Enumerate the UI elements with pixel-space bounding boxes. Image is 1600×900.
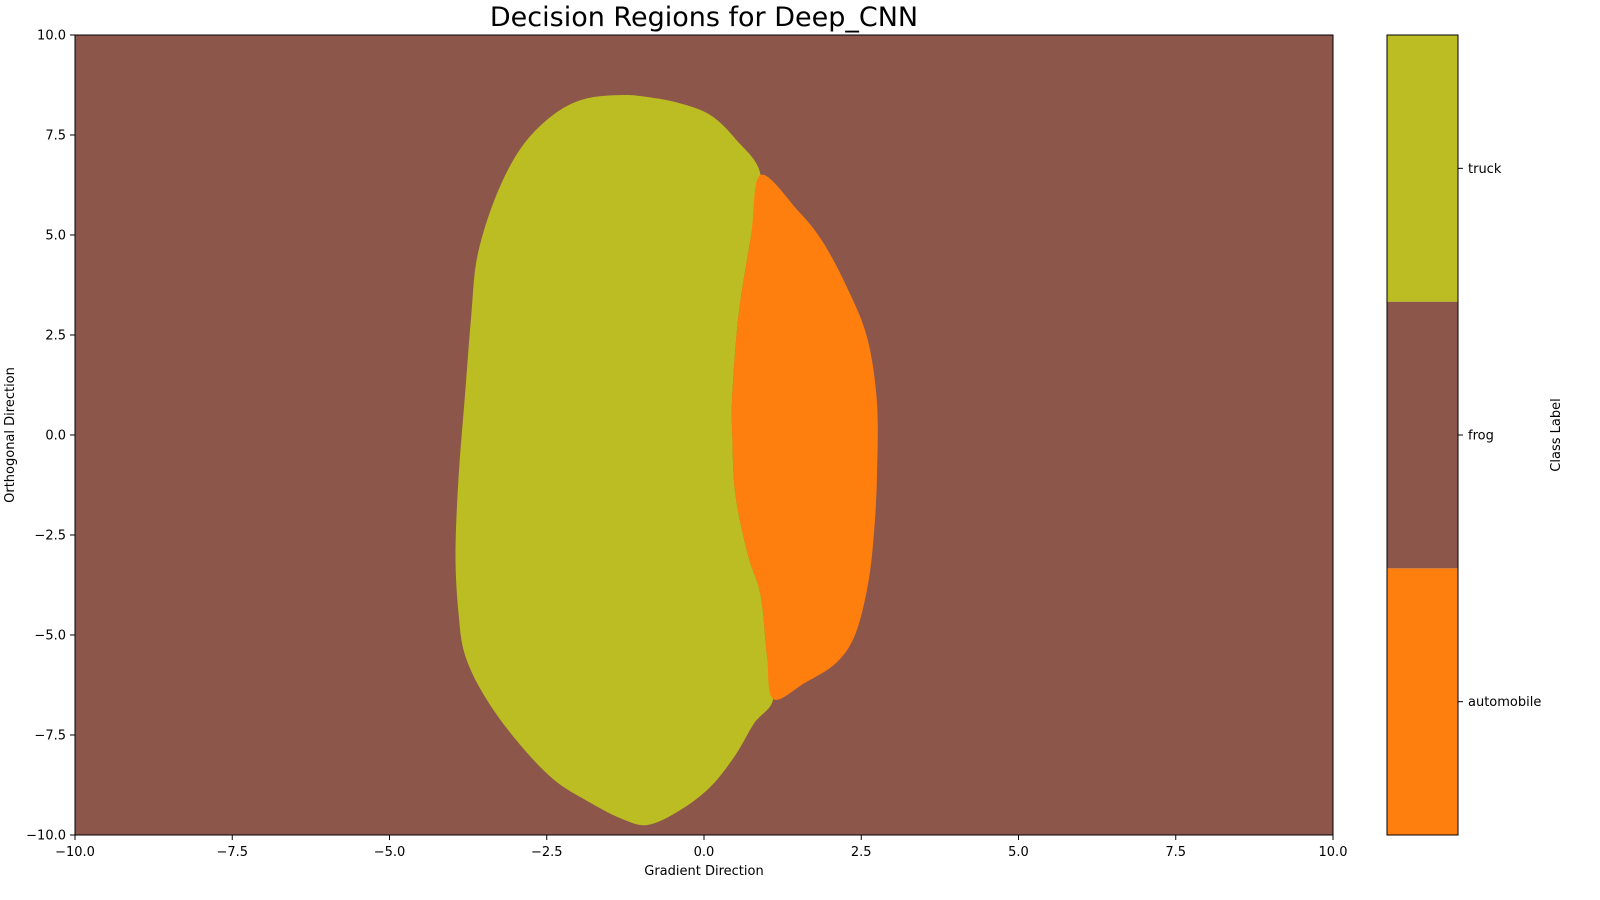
x-tick-label: −7.5 [216,845,248,860]
y-tick-label: −2.5 [34,529,66,544]
colorbar-label-automobile: automobile [1468,695,1541,710]
colorbar-label-truck: truck [1468,162,1502,177]
colorbar-swatch-truck [1387,35,1458,302]
x-tick-label: 5.0 [1008,845,1029,860]
colorbar-label-frog: frog [1468,429,1494,444]
y-tick-label: −7.5 [34,729,66,744]
x-tick-label: −10.0 [55,845,95,860]
x-tick-label: −5.0 [374,845,406,860]
region-truck [455,94,774,826]
colorbar: automobile frog truck [1386,34,1541,836]
y-tick-label: −10.0 [26,829,66,844]
colorbar-swatch-frog [1387,301,1458,569]
y-tick-label: 10.0 [37,29,66,44]
x-tick-label: 2.5 [851,845,872,860]
y-axis: 10.0 7.5 5.0 2.5 0.0 −2.5 −5.0 −7.5 −10.0 [26,29,75,844]
class-regions [455,94,878,826]
x-tick-label: 10.0 [1319,845,1348,860]
region-automobile [731,174,878,700]
x-axis-label: Gradient Direction [644,864,763,879]
chart-title: Decision Regions for Deep_CNN [490,2,918,33]
colorbar-swatch-automobile [1387,568,1458,835]
x-axis: −10.0 −7.5 −5.0 −2.5 0.0 2.5 5.0 7.5 10.0 [55,835,1347,860]
y-tick-label: 2.5 [45,329,66,344]
y-tick-label: 5.0 [45,229,66,244]
y-tick-label: 0.0 [45,429,66,444]
x-tick-label: 0.0 [694,845,715,860]
colorbar-label: Class Label [1549,398,1564,471]
x-tick-label: 7.5 [1165,845,1186,860]
y-tick-label: 7.5 [45,129,66,144]
colorbar-frame [1386,34,1459,836]
plot-area [74,34,1334,836]
x-tick-label: −2.5 [531,845,563,860]
y-tick-label: −5.0 [34,629,66,644]
y-axis-label: Orthogonal Direction [3,367,18,503]
